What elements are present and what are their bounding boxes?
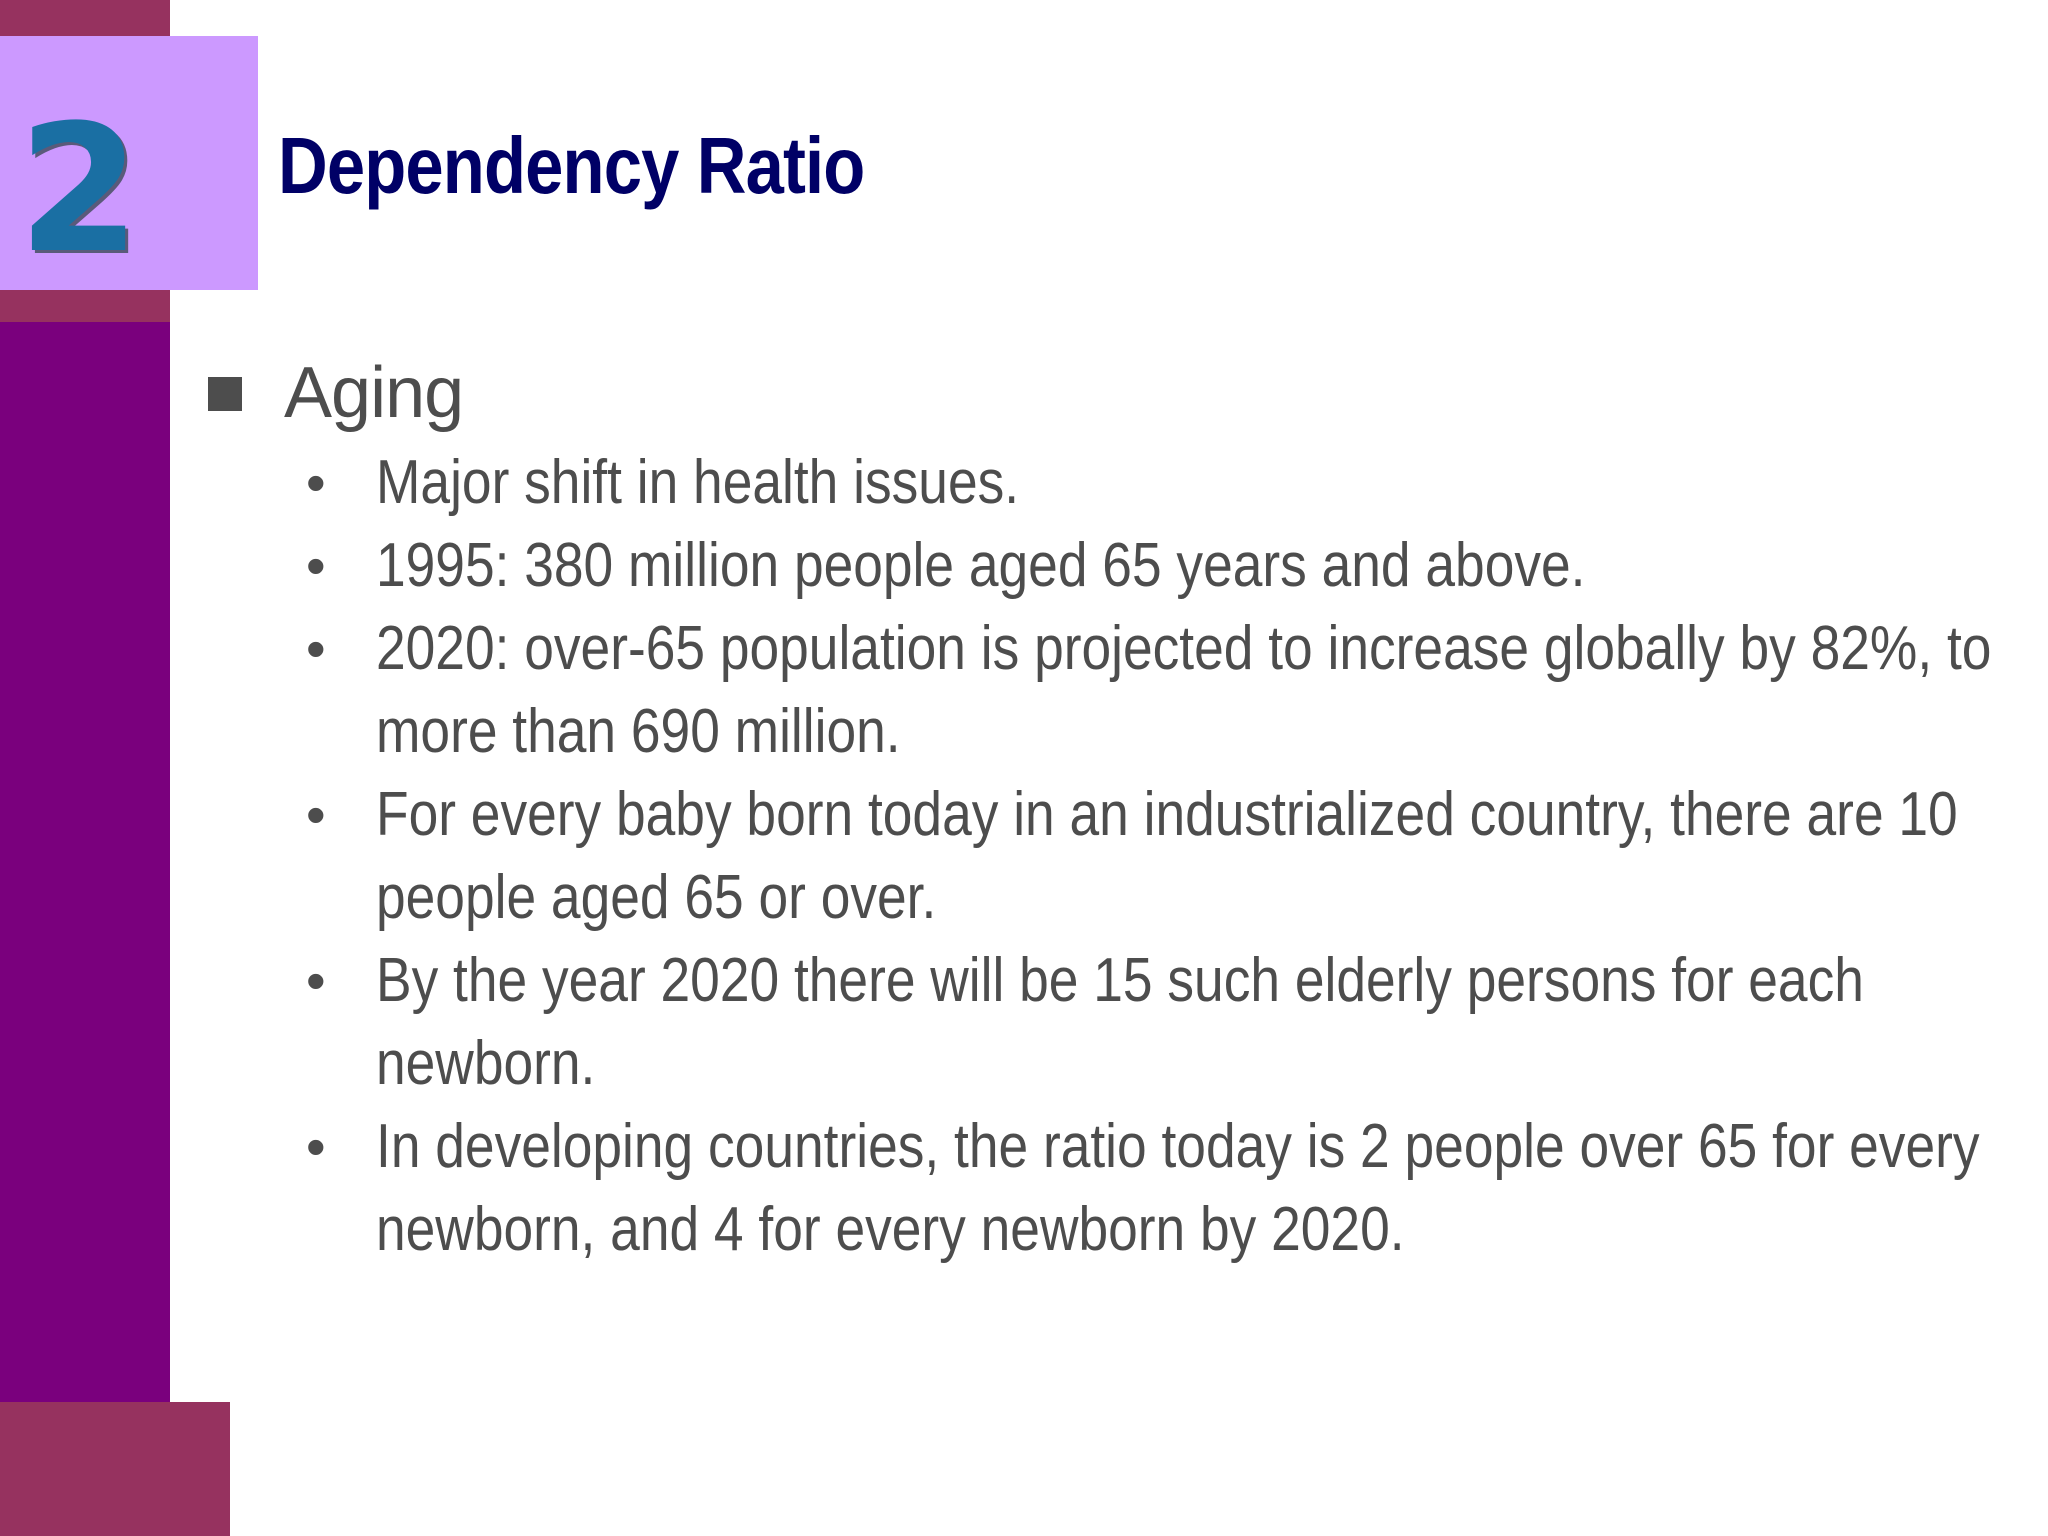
dot-bullet-icon: • — [306, 534, 326, 597]
heading-item: Aging — [208, 345, 2018, 441]
list-item: • By the year 2020 there will be 15 such… — [208, 939, 2018, 1105]
list-item: • 2020: over-65 population is projected … — [208, 607, 2018, 773]
maroon-bar-bottom — [0, 1402, 230, 1536]
maroon-bar-middle — [0, 290, 170, 322]
list-item-text: Major shift in health issues. — [376, 448, 1020, 517]
dot-bullet-icon: • — [306, 783, 326, 846]
list-item: • For every baby born today in an indust… — [208, 773, 2018, 939]
slide-content: Aging • Major shift in health issues. • … — [208, 345, 2018, 1271]
purple-sidebar — [0, 322, 170, 1402]
slide-number-box: 2 — [0, 36, 258, 290]
list-item-text: By the year 2020 there will be 15 such e… — [376, 946, 1864, 1098]
dot-bullet-icon: • — [306, 451, 326, 514]
list-item-text: For every baby born today in an industri… — [376, 780, 1958, 932]
slide-title: Dependency Ratio — [278, 121, 865, 210]
bullet-list: • Major shift in health issues. • 1995: … — [208, 441, 2018, 1271]
list-item-text: 1995: 380 million people aged 65 years a… — [376, 531, 1586, 600]
list-item-text: In developing countries, the ratio today… — [376, 1112, 1980, 1264]
list-item: • 1995: 380 million people aged 65 years… — [208, 524, 2018, 607]
dot-bullet-icon: • — [306, 617, 326, 680]
slide-number: 2 — [18, 87, 140, 292]
square-bullet-icon — [208, 377, 242, 411]
list-item-text: 2020: over-65 population is projected to… — [376, 614, 1992, 766]
dot-bullet-icon: • — [306, 949, 326, 1012]
list-item: • Major shift in health issues. — [208, 441, 2018, 524]
list-item: • In developing countries, the ratio tod… — [208, 1105, 2018, 1271]
dot-bullet-icon: • — [306, 1115, 326, 1178]
maroon-bar-top — [0, 0, 170, 36]
heading-text: Aging — [284, 353, 464, 433]
